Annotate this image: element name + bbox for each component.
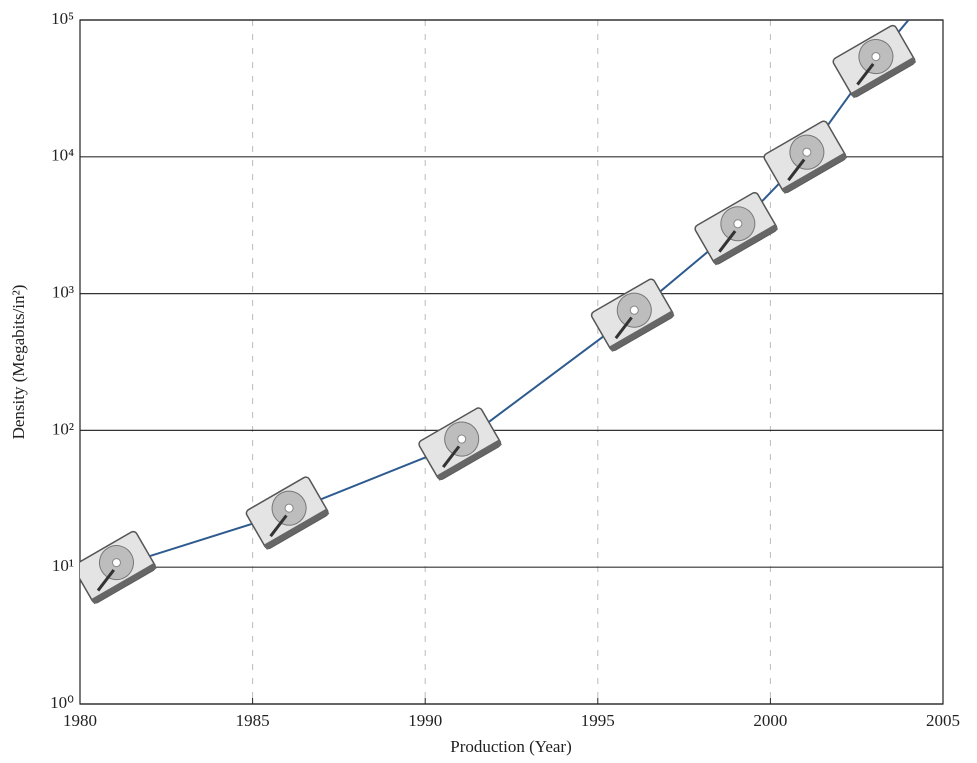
disk-hub <box>457 434 467 444</box>
disk-hub <box>284 503 294 513</box>
x-tick-label: 2005 <box>926 711 960 730</box>
x-tick-label: 2000 <box>753 711 787 730</box>
disk-arm <box>856 63 875 86</box>
disk-marker <box>80 530 157 605</box>
y-tick-label: 10³ <box>52 283 74 302</box>
disk-marker <box>694 191 779 266</box>
disk-edge <box>850 57 917 99</box>
disk-hub <box>802 147 812 157</box>
disk-arm <box>614 316 633 340</box>
disk-hub <box>871 52 881 62</box>
disk-edge <box>609 310 675 352</box>
disk-hub <box>629 305 639 315</box>
disk-marker <box>590 278 675 352</box>
x-axis-label: Production (Year) <box>450 737 572 756</box>
disk-marker <box>832 24 917 99</box>
plot-area <box>80 20 917 605</box>
y-tick-label: 10⁵ <box>51 9 74 28</box>
y-tick-label: 10⁰ <box>50 693 74 712</box>
disk-edge <box>712 224 779 266</box>
y-tick-label: 10¹ <box>52 556 74 575</box>
y-tick-label: 10⁴ <box>51 146 74 165</box>
disk-arm <box>269 514 288 538</box>
disk-hub <box>111 558 121 568</box>
x-tick-label: 1990 <box>408 711 442 730</box>
x-tick-label: 1980 <box>63 711 97 730</box>
disk-marker <box>245 476 330 550</box>
x-tick-label: 1995 <box>581 711 615 730</box>
plot-frame <box>79 19 944 705</box>
disk-arm <box>442 445 461 468</box>
disk-marker <box>418 407 502 481</box>
y-tick-label: 10² <box>52 419 74 438</box>
disk-edge <box>263 508 330 550</box>
disk-edge <box>436 439 502 481</box>
disk-edge <box>781 152 848 194</box>
disk-arm <box>718 230 737 253</box>
y-axis-label: Density (Megabits/in²) <box>9 285 28 440</box>
x-tick-label: 1985 <box>236 711 270 730</box>
disk-arm <box>96 569 115 592</box>
disk-arm <box>787 158 806 182</box>
disk-hub <box>733 219 743 229</box>
disk-edge <box>91 563 157 605</box>
disk-marker <box>763 120 848 194</box>
